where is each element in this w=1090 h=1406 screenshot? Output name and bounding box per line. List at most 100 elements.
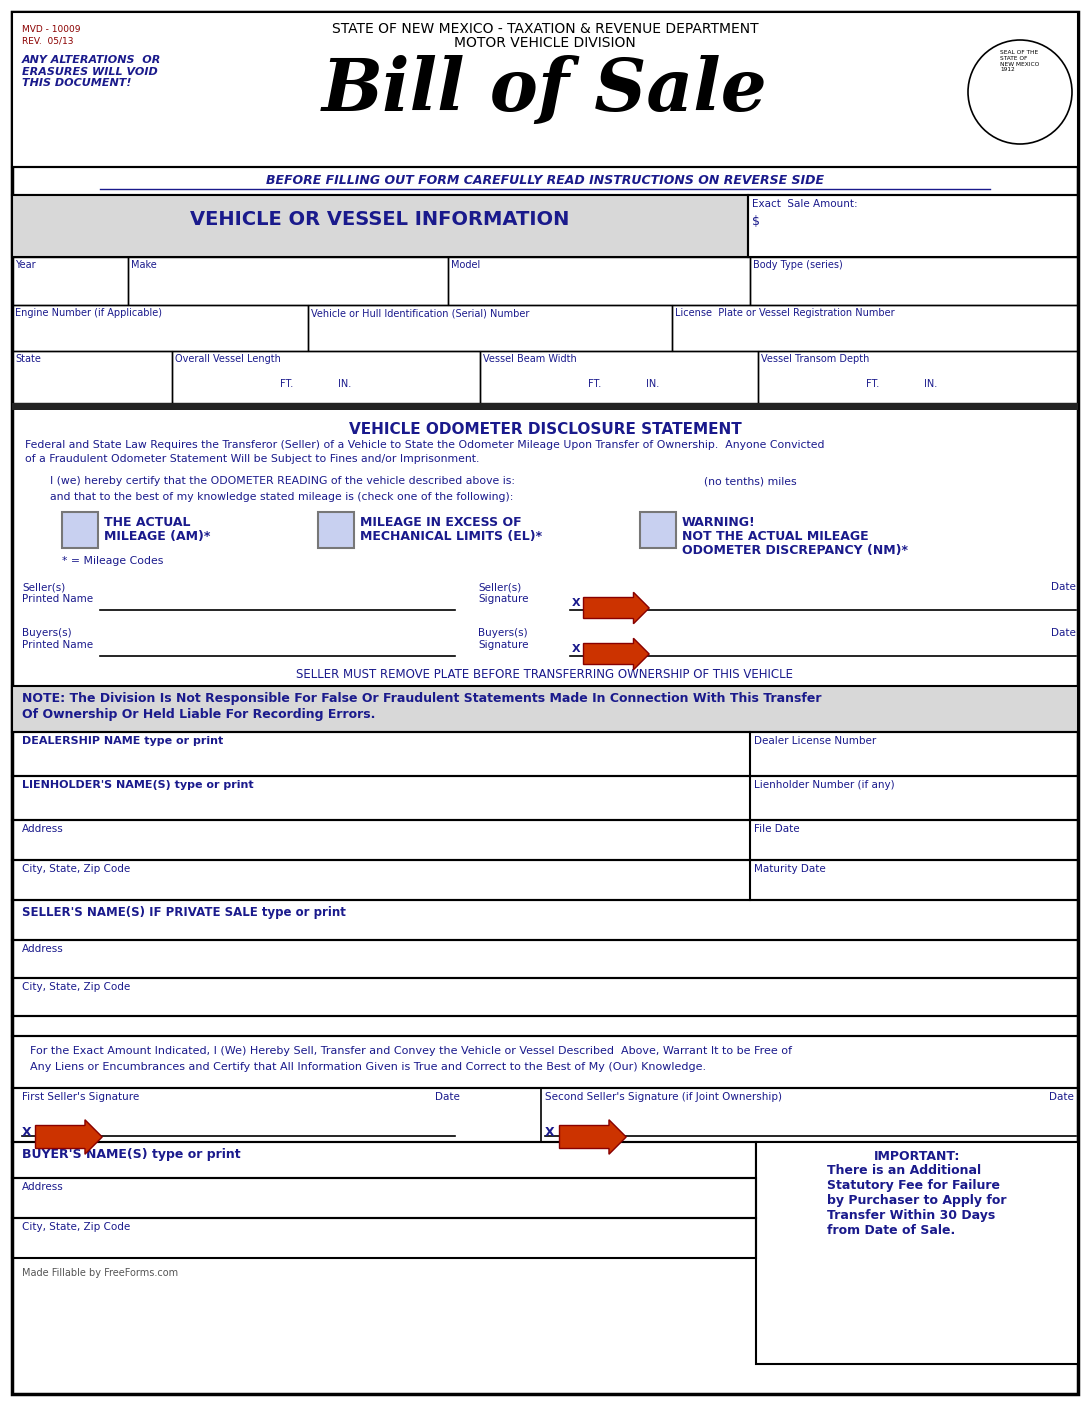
Text: $: $ [752,215,760,228]
Bar [760,212,1070,249]
Bar [600,368,642,394]
Text: MVD - 10009: MVD - 10009 [22,25,81,34]
Text: VEHICLE ODOMETER DISCLOSURE STATEMENT: VEHICLE ODOMETER DISCLOSURE STATEMENT [349,422,741,437]
Bar [318,512,354,548]
Text: Signature: Signature [479,640,529,650]
Bar [952,586,1074,607]
Bar [754,271,1074,297]
Text: Maturity Date: Maturity Date [754,865,826,875]
Bar [754,876,1074,898]
Text: Address: Address [22,824,63,834]
Text: (no tenths) miles: (no tenths) miles [704,477,797,486]
Text: Make: Make [131,260,157,270]
Text: City, State, Zip Code: City, State, Zip Code [22,1222,130,1232]
Text: MILEAGE (AM)*: MILEAGE (AM)* [104,530,210,543]
Text: Vessel Transom Depth: Vessel Transom Depth [761,354,870,364]
Bar [22,994,1080,1014]
Circle shape [968,39,1071,143]
Text: X: X [545,1126,555,1139]
Text: Engine Number (if Applicable): Engine Number (if Applicable) [15,308,162,318]
Text: State: State [15,354,41,364]
Bar [172,352,480,404]
Text: VEHICLE OR VESSEL INFORMATION: VEHICLE OR VESSEL INFORMATION [191,209,570,229]
Text: SIGN HERE: SIGN HERE [48,1121,81,1125]
Bar [12,941,1078,979]
Bar [952,633,1074,654]
Text: IN.: IN. [338,380,351,389]
Text: File Date: File Date [754,824,800,834]
Text: WARNING!: WARNING! [682,516,755,529]
Bar [484,368,584,394]
Bar [673,305,1078,352]
Text: City, State, Zip Code: City, State, Zip Code [22,981,130,993]
Text: X: X [572,644,581,654]
Bar [22,1161,758,1175]
Bar [754,794,1074,815]
Bar [762,368,862,394]
Text: * = Mileage Codes: * = Mileage Codes [62,555,164,567]
Text: License  Plate or Vessel Registration Number: License Plate or Vessel Registration Num… [675,308,895,318]
Text: Seller(s): Seller(s) [22,582,65,592]
Text: Of Ownership Or Held Liable For Recording Errors.: Of Ownership Or Held Liable For Recordin… [22,709,375,721]
Text: X: X [22,1126,32,1139]
Bar [879,368,920,394]
Bar [292,368,334,394]
Bar [12,686,1078,733]
Text: Address: Address [22,943,63,955]
Bar [22,1194,758,1216]
Bar [22,920,1080,938]
Text: ANY ALTERATIONS  OR
ERASURES WILL VOID
THIS DOCUMENT!: ANY ALTERATIONS OR ERASURES WILL VOID TH… [22,55,161,89]
Text: of a Fraudulent Odometer Statement Will be Subject to Fines and/or Imprisonment.: of a Fraudulent Odometer Statement Will … [25,454,480,464]
Text: SEAL OF THE
STATE OF
NEW MEXICO
1912: SEAL OF THE STATE OF NEW MEXICO 1912 [1001,51,1040,72]
Text: Printed Name: Printed Name [22,593,93,605]
Bar [22,956,1080,976]
Bar [128,257,448,305]
Bar [100,586,455,607]
Bar [22,1108,342,1135]
Text: Date: Date [435,1092,460,1102]
Bar [640,512,676,548]
Text: Vehicle or Hull Identification (Serial) Number: Vehicle or Hull Identification (Serial) … [311,308,530,318]
Text: Overall Vessel Length: Overall Vessel Length [175,354,281,364]
Text: SELLER'S NAME(S) IF PRIVATE SALE type or print: SELLER'S NAME(S) IF PRIVATE SALE type or… [22,905,346,920]
Text: Exact  Sale Amount:: Exact Sale Amount: [752,200,858,209]
Text: Vessel Beam Width: Vessel Beam Width [483,354,577,364]
Bar [676,319,1074,343]
Text: IN.: IN. [924,380,937,389]
Bar [100,633,455,654]
Text: Seller(s): Seller(s) [479,582,521,592]
Bar [888,1108,1074,1135]
Bar [12,1178,756,1218]
Bar [12,820,1078,860]
Text: NOTE: The Division Is Not Responsible For False Or Fraudulent Statements Made In: NOTE: The Division Is Not Responsible Fo… [22,692,822,704]
Text: Any Liens or Encumbrances and Certify that All Information Given is True and Cor: Any Liens or Encumbrances and Certify th… [31,1062,706,1071]
Bar [12,1142,756,1178]
Bar [16,271,124,297]
Bar [312,319,668,343]
Bar [12,257,128,305]
Text: There is an Additional
Statutory Fee for Failure
by Purchaser to Apply for
Trans: There is an Additional Statutory Fee for… [827,1164,1007,1237]
Bar [12,1218,756,1258]
Text: IMPORTANT:: IMPORTANT: [874,1150,960,1163]
Text: SIGN HERE: SIGN HERE [596,638,628,643]
Bar [12,776,1078,820]
Bar [12,195,748,257]
Bar [480,352,758,404]
Text: City, State, Zip Code: City, State, Zip Code [22,865,130,875]
Text: Body Type (series): Body Type (series) [753,260,843,270]
Text: Bill of Sale: Bill of Sale [323,55,767,127]
Bar [12,900,1078,941]
Text: I (we) hereby certify that the ODOMETER READING of the vehicle described above i: I (we) hereby certify that the ODOMETER … [50,477,514,486]
Bar [750,257,1078,305]
Text: MECHANICAL LIMITS (EL)*: MECHANICAL LIMITS (EL)* [360,530,542,543]
Text: REV.  05/13: REV. 05/13 [22,37,73,46]
Text: FT.: FT. [280,380,293,389]
Bar [22,794,742,815]
Bar [175,368,276,394]
Text: IN.: IN. [646,380,659,389]
Text: Made Fillable by FreeForms.com: Made Fillable by FreeForms.com [22,1268,178,1278]
Bar [12,860,1078,900]
Bar [12,1088,1078,1142]
Bar [132,271,444,297]
Text: Model: Model [451,260,481,270]
